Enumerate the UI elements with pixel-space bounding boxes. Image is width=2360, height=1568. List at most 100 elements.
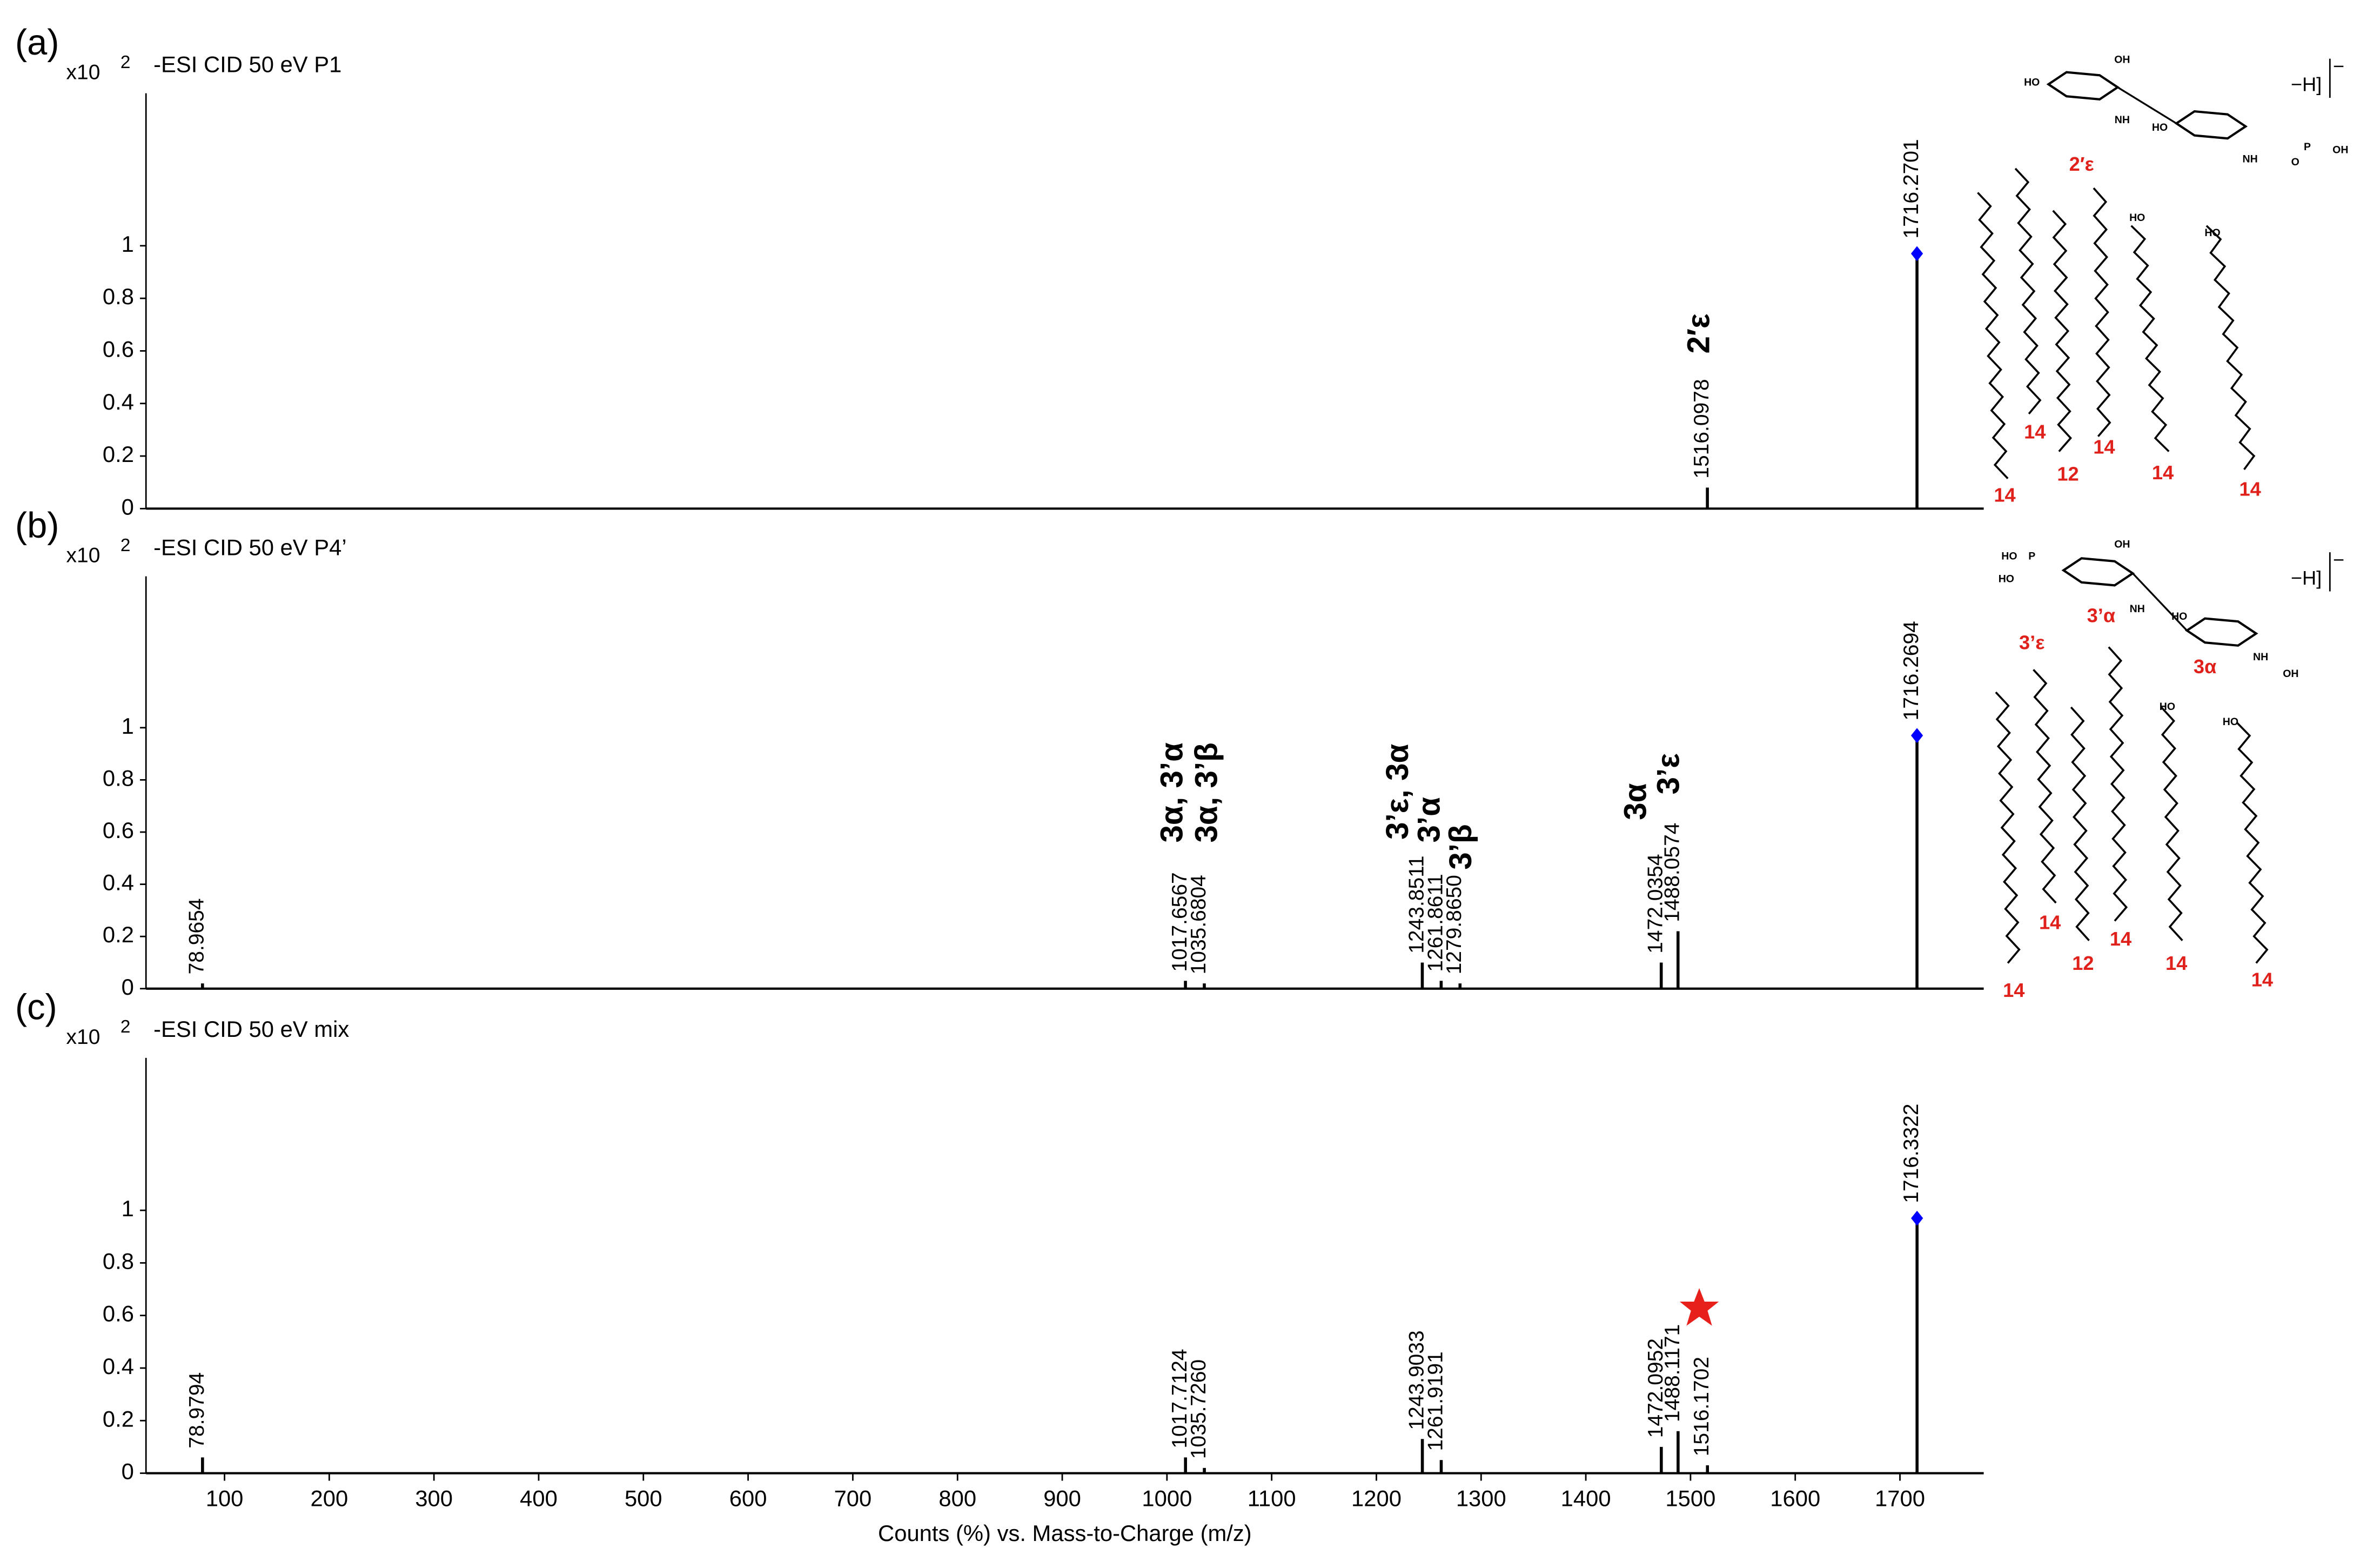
- peak-label: 1716.2701: [1900, 139, 1923, 238]
- fragment-annotation: 3α, 3’β: [1189, 742, 1224, 842]
- peak-label: 1243.8511: [1405, 855, 1428, 953]
- x-tick-label: 800: [938, 1486, 976, 1511]
- fatty-chain: [1995, 691, 2021, 964]
- panel-label: (b): [15, 505, 59, 546]
- atom-label: OH: [2114, 538, 2130, 550]
- atom-label: OH: [2114, 54, 2130, 66]
- x-tick-label: 1400: [1561, 1486, 1611, 1511]
- chain-label: 14: [2251, 968, 2273, 990]
- chain-label: 14: [1994, 484, 2015, 506]
- atom-label: O: [2291, 156, 2299, 168]
- peak-label: 1261.8611: [1424, 874, 1447, 971]
- fatty-chain: [2070, 706, 2090, 941]
- structure: HO HO P OH NH HO OH NH HO HO 3’α 3’ε 3α 14 12 14 14 14 14 −…: [1995, 538, 2344, 1001]
- y-tick-label: 0.8: [103, 1248, 134, 1274]
- precursor-marker: [1910, 246, 1923, 262]
- fragment-annotation: 3’ε, 3α: [1380, 744, 1415, 840]
- atom-label: HO: [2223, 716, 2238, 728]
- y-tick-label: 1: [122, 1196, 134, 1221]
- x-tick-label: 1600: [1770, 1486, 1820, 1511]
- atom-label: OH: [2332, 144, 2348, 156]
- peak-label: 1035.7260: [1187, 1359, 1210, 1459]
- peak-label: 1516.0978: [1690, 379, 1713, 478]
- x-tick-label: 1000: [1142, 1486, 1192, 1511]
- precursor-marker: [1910, 728, 1923, 743]
- chain-label: 14: [2165, 952, 2187, 974]
- y-tick-label: 0.6: [103, 1301, 134, 1326]
- fatty-chain: [1977, 192, 2009, 479]
- peak-label: 1279.8650: [1443, 875, 1466, 974]
- chain-label: 14: [2240, 478, 2261, 500]
- y-tick-label: 1: [122, 231, 134, 257]
- atom-label: NH: [2130, 603, 2145, 615]
- peak-label: 1261.9191: [1424, 1351, 1447, 1451]
- peak-label: 1716.3322: [1900, 1104, 1923, 1203]
- peak-label: 1243.9033: [1405, 1330, 1429, 1430]
- star-marker: [1679, 1288, 1719, 1326]
- peak-label: 1488.0574: [1661, 823, 1684, 922]
- peak-label: 1716.2694: [1900, 621, 1923, 720]
- fatty-chain: [2205, 225, 2256, 471]
- peak-label: 1516.1702: [1690, 1357, 1713, 1456]
- scale-label: x10: [66, 61, 100, 84]
- x-tick-label: 900: [1043, 1486, 1081, 1511]
- sugar-ring: [2046, 71, 2120, 100]
- sugar-ring: [2174, 110, 2248, 140]
- x-tick-label: 1500: [1665, 1486, 1715, 1511]
- y-tick-label: 0.6: [103, 336, 134, 361]
- x-tick-label: 1100: [1248, 1486, 1296, 1511]
- x-tick-label: 1300: [1456, 1486, 1506, 1511]
- fragment-annotation: 3α, 3’α: [1154, 742, 1189, 843]
- fragment-annotation: 2′ε: [1681, 313, 1716, 353]
- fatty-chain: [2160, 706, 2183, 941]
- peak-label: 78.9654: [185, 898, 209, 974]
- scale-exponent: 2: [120, 1017, 131, 1037]
- atom-label: HO: [2001, 551, 2017, 562]
- ion-sign: −: [2333, 548, 2344, 571]
- y-tick-label: 0.6: [103, 817, 134, 843]
- fatty-chain: [2130, 225, 2170, 452]
- atom-label: NH: [2243, 153, 2258, 165]
- peak-label: 78.9794: [185, 1372, 209, 1449]
- chain-label: 14: [2110, 928, 2131, 950]
- atom-label: NH: [2253, 651, 2268, 663]
- y-tick-label: 0.2: [103, 1406, 134, 1431]
- y-tick-label: 0.2: [103, 922, 134, 947]
- fatty-chain: [2236, 721, 2269, 964]
- panel-title: -ESI CID 50 eV mix: [153, 1016, 349, 1042]
- chain-label: 3α: [2194, 655, 2216, 678]
- x-tick-label: 1700: [1875, 1486, 1925, 1511]
- ion-label: −H]: [2291, 73, 2322, 95]
- chain-label: 12: [2057, 463, 2079, 485]
- y-tick-label: 0.8: [103, 765, 134, 790]
- chain-label: 3’ε: [2019, 632, 2044, 654]
- x-tick-label: 400: [520, 1486, 558, 1511]
- panel-label: (c): [15, 987, 57, 1027]
- panel-title: -ESI CID 50 eV P1: [153, 52, 341, 77]
- fragment-annotation: 3’α: [1412, 797, 1447, 843]
- scale-exponent: 2: [120, 535, 131, 555]
- x-tick-label: 700: [834, 1486, 872, 1511]
- y-tick-label: 0.4: [103, 870, 134, 895]
- fragment-annotation: 3α: [1618, 783, 1653, 820]
- chain-label: 3’α: [2087, 604, 2115, 626]
- atom-label: NH: [2115, 114, 2130, 126]
- ion-label: −H]: [2291, 567, 2322, 589]
- x-tick-label: 200: [311, 1486, 348, 1511]
- glycosidic-bond: [2132, 572, 2188, 632]
- atom-label: HO: [2152, 122, 2168, 133]
- fatty-chain: [2033, 669, 2057, 904]
- fragment-annotation: 3’β: [1443, 824, 1478, 869]
- peak-label: 1017.7124: [1168, 1349, 1191, 1448]
- y-tick-label: 0.4: [103, 389, 134, 414]
- atom-label: HO: [2204, 227, 2220, 239]
- glycosidic-bond: [2117, 86, 2177, 124]
- peak-label: 1488.1171: [1661, 1324, 1684, 1422]
- y-tick-label: 1: [122, 713, 134, 739]
- fatty-chain: [2108, 646, 2128, 922]
- peak-label: 1472.0952: [1644, 1338, 1667, 1438]
- chain-label: 2′ε: [2069, 153, 2094, 175]
- fatty-chain: [2014, 167, 2042, 415]
- atom-label: HO: [1999, 573, 2014, 585]
